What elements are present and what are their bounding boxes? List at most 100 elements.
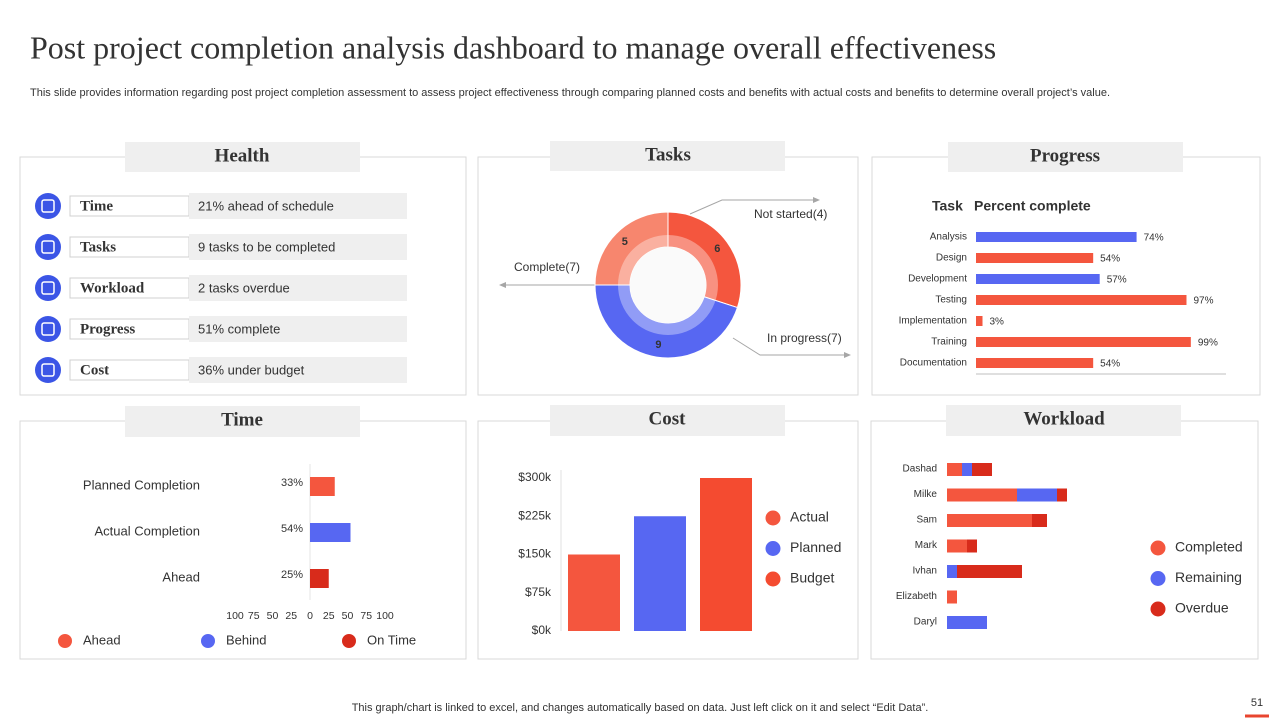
slide-title: Post project completion analysis dashboa… — [30, 29, 996, 65]
x-tick-label: 25 — [285, 610, 297, 622]
donut-value-label: 5 — [622, 236, 628, 248]
x-tick-label: 25 — [323, 610, 335, 622]
panel-tab — [125, 142, 360, 172]
health-icon-glyph — [41, 240, 55, 254]
callout-line — [689, 199, 818, 215]
y-tick-label: $75k — [525, 585, 552, 599]
y-tick-label: $150k — [518, 547, 552, 561]
x-tick-label: 50 — [267, 610, 279, 622]
bar-segment — [967, 539, 977, 553]
x-tick-label: 75 — [360, 610, 372, 622]
legend-label: Remaining — [1175, 569, 1242, 585]
legend-marker — [1150, 540, 1166, 556]
panel-tab — [125, 406, 360, 437]
value-label: 99% — [1198, 338, 1218, 349]
callout-arrow — [844, 352, 851, 358]
legend-marker — [201, 634, 215, 648]
bar-segment — [947, 488, 1017, 502]
health-icon-glyph — [41, 363, 55, 377]
callout-label: Not started(4) — [754, 207, 827, 221]
health-icon — [35, 234, 61, 260]
legend-marker — [342, 634, 356, 648]
panel-tab — [946, 405, 1181, 436]
bar — [976, 337, 1191, 347]
time-panel — [19, 420, 467, 660]
category-label: Training — [931, 337, 967, 348]
category-label: Elizabeth — [896, 591, 937, 602]
legend-label: On Time — [367, 632, 416, 647]
health-value-box — [189, 357, 407, 383]
bar — [976, 358, 1094, 368]
health-icon-glyph — [41, 281, 55, 295]
bar-segment — [962, 463, 972, 476]
bar — [634, 516, 686, 631]
slide-subtitle: This slide provides information regardin… — [30, 87, 1110, 99]
bar — [310, 569, 329, 588]
bar — [976, 295, 1187, 305]
callout-line — [732, 337, 848, 356]
panel-title: Time — [221, 409, 263, 430]
bar — [700, 478, 752, 631]
legend-label: Behind — [226, 632, 266, 647]
legend-label: Ahead — [83, 632, 121, 647]
callout-label: In progress(7) — [767, 331, 842, 345]
health-value-box — [189, 275, 407, 301]
value-label: 54% — [1100, 359, 1120, 370]
legend-marker — [1150, 571, 1166, 586]
workload-panel — [870, 420, 1259, 660]
value-label: 57% — [1107, 275, 1127, 286]
category-label: Planned Completion — [83, 477, 200, 492]
panel-title: Health — [215, 145, 270, 166]
health-value-box — [189, 316, 407, 342]
legend-label: Actual — [790, 509, 829, 525]
panel-tab — [550, 405, 785, 436]
category-label: Mark — [915, 540, 938, 551]
legend-label: Planned — [790, 539, 841, 555]
donut-hole — [630, 247, 706, 323]
health-value: 2 tasks overdue — [198, 280, 290, 295]
bar — [976, 253, 1094, 263]
category-label: Sam — [916, 515, 937, 526]
value-label: 97% — [1193, 296, 1213, 307]
bar-segment — [947, 514, 1032, 527]
callout-arrow — [499, 282, 506, 288]
bar — [976, 232, 1137, 242]
bar — [976, 274, 1100, 284]
bar-segment — [947, 539, 967, 553]
category-label: Design — [936, 253, 967, 264]
x-tick-label: 50 — [342, 610, 354, 622]
category-label: Actual Completion — [95, 523, 201, 538]
panel-tab — [948, 142, 1183, 172]
health-icon — [35, 275, 61, 301]
health-icon-glyph — [41, 199, 55, 213]
health-label: Tasks — [80, 239, 116, 255]
legend-marker — [765, 571, 781, 587]
health-value: 9 tasks to be completed — [198, 239, 335, 254]
bar-segment — [972, 463, 992, 476]
health-icon — [35, 193, 61, 219]
callout-label: Complete(7) — [514, 260, 580, 274]
panel-tab — [550, 141, 785, 171]
bar — [976, 316, 983, 326]
health-value-box — [189, 234, 407, 260]
legend-label: Budget — [790, 570, 834, 586]
category-label: Dashad — [903, 464, 937, 475]
panel-title: Progress — [1030, 145, 1100, 166]
category-label: Ahead — [162, 569, 200, 584]
health-label: Time — [80, 198, 113, 214]
health-value: 51% complete — [198, 321, 280, 336]
panel-title: Cost — [649, 408, 687, 429]
x-tick-label: 100 — [226, 610, 244, 622]
category-label: Analysis — [930, 232, 967, 243]
health-label: Progress — [80, 321, 135, 337]
y-tick-label: $0k — [532, 623, 552, 637]
x-tick-label: 0 — [307, 610, 313, 622]
category-label: Implementation — [899, 316, 967, 327]
value-label: 54% — [281, 523, 303, 535]
column-header: Percent complete — [974, 198, 1091, 214]
callout-arrow — [813, 197, 820, 203]
health-icon — [35, 357, 61, 383]
bar — [310, 523, 351, 542]
health-value-box — [189, 193, 407, 219]
